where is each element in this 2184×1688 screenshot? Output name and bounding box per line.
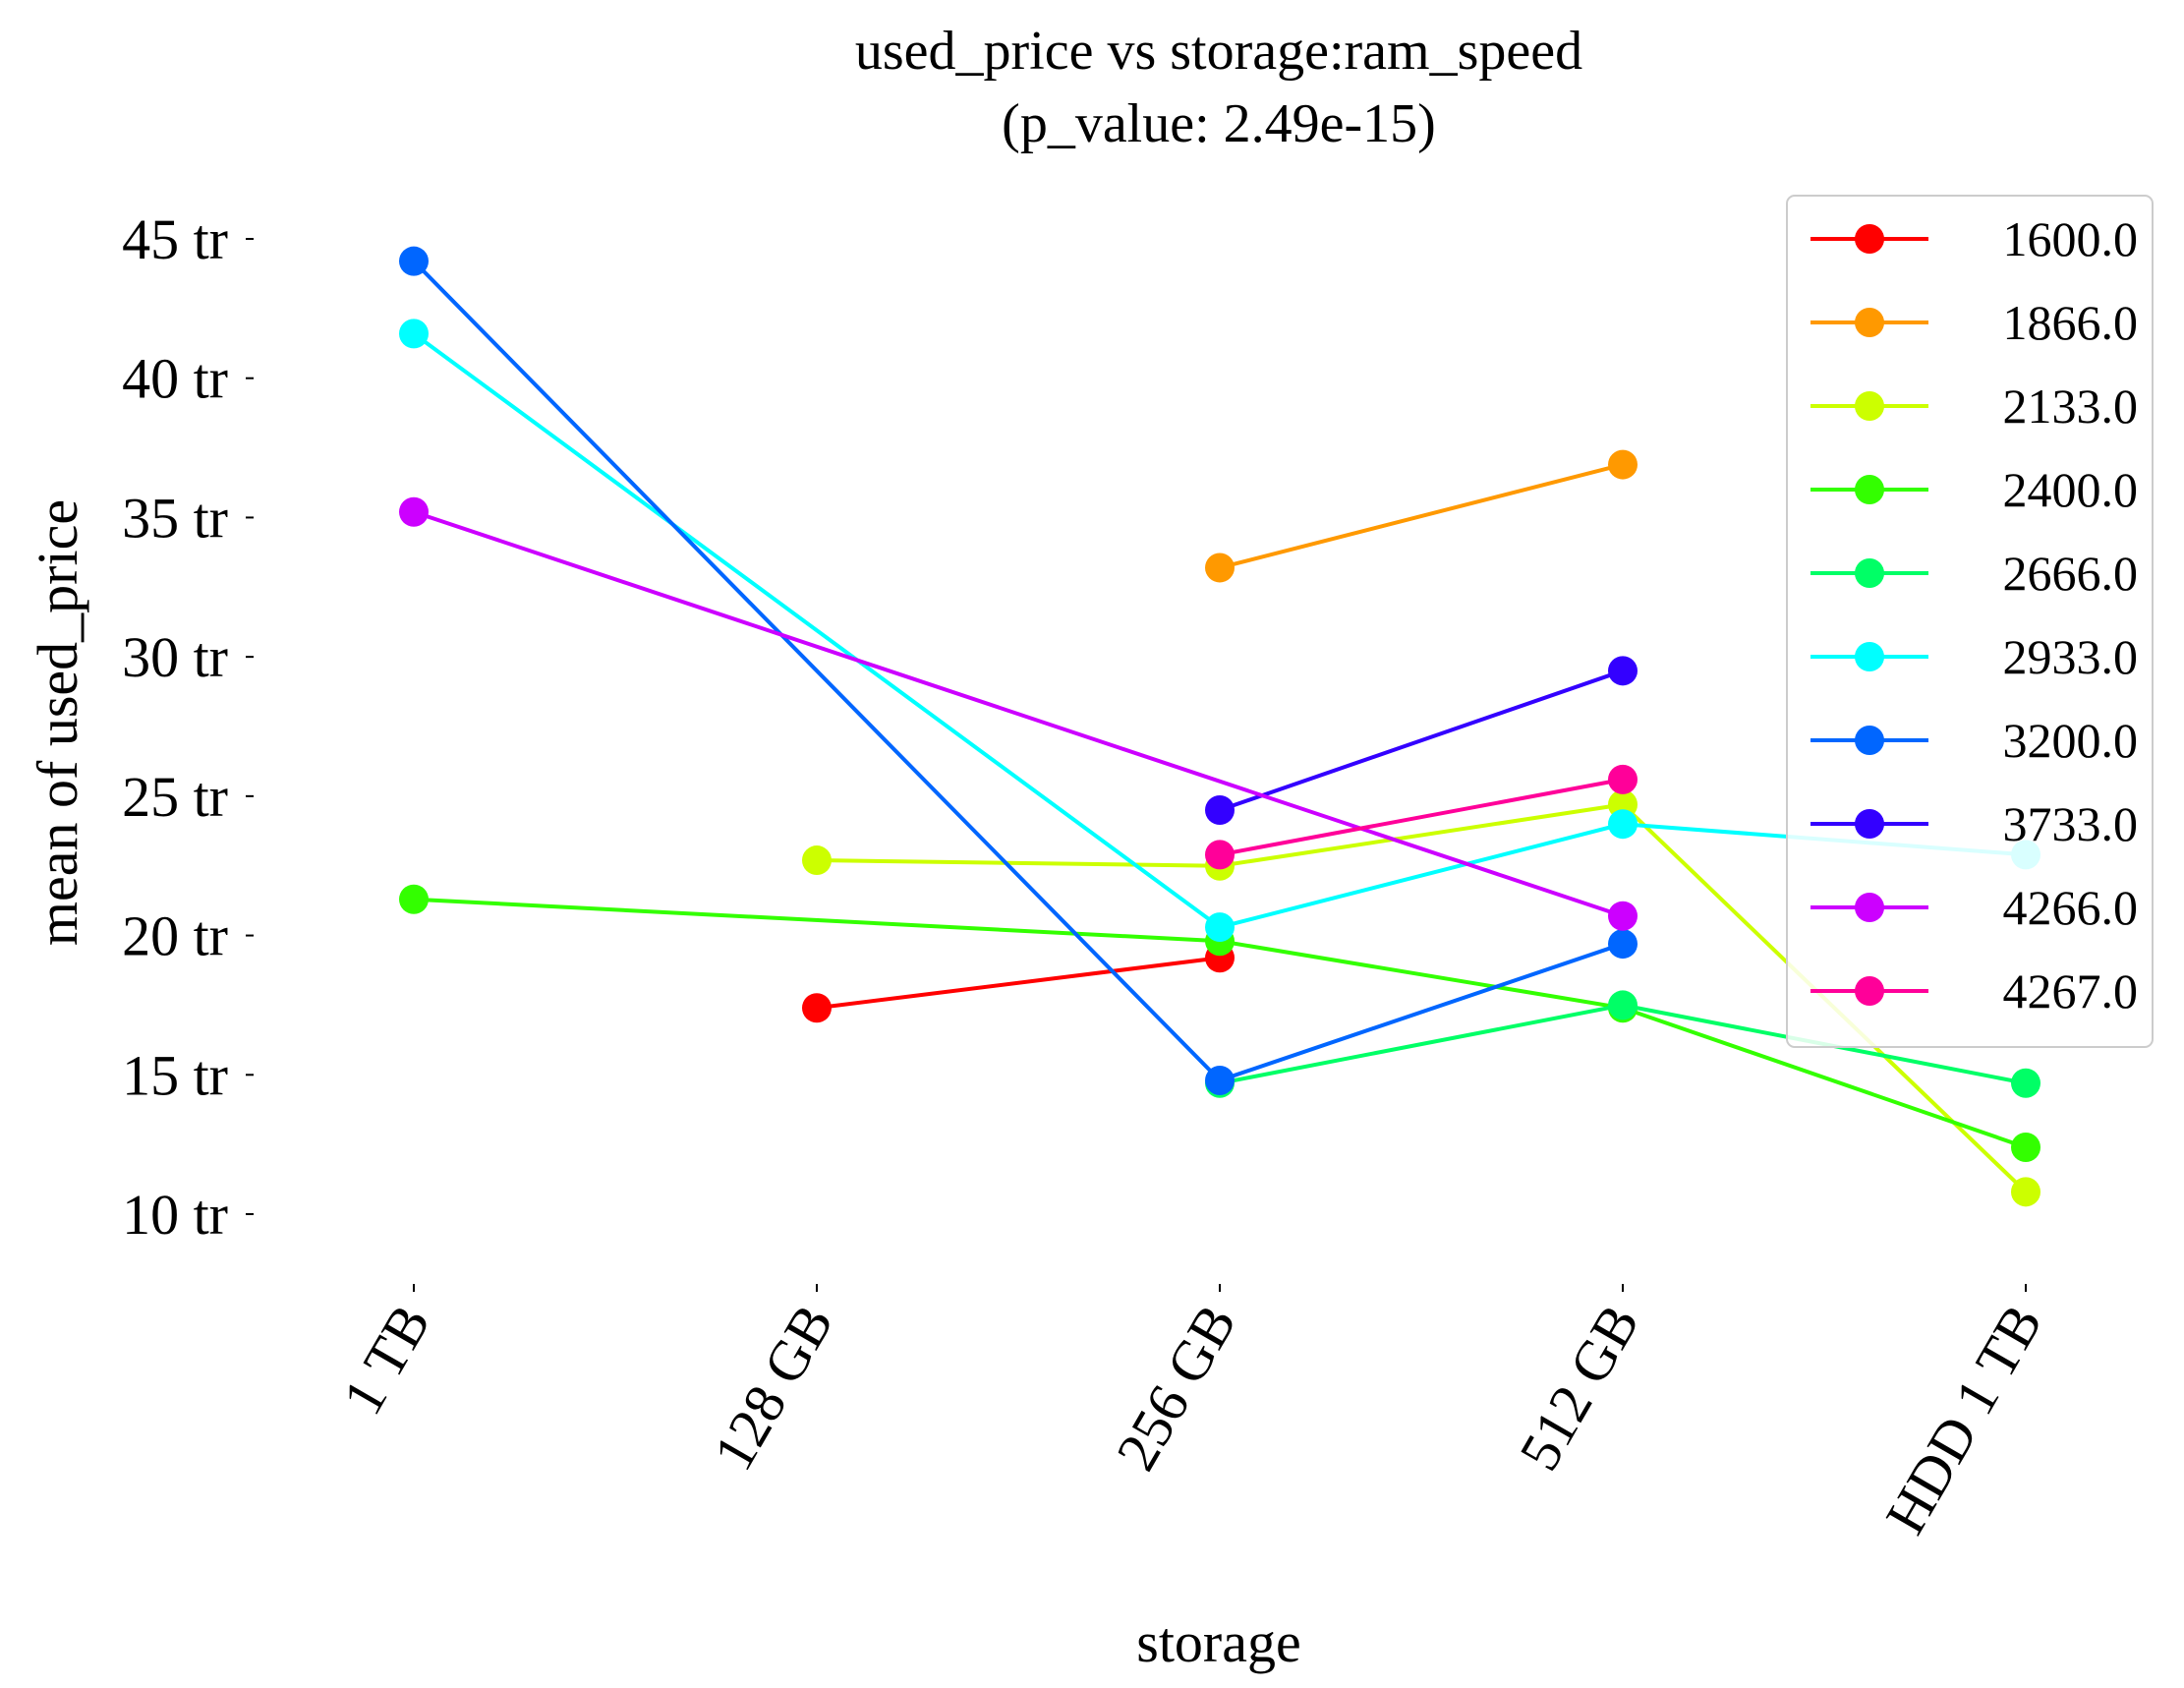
legend-marker <box>1855 976 1884 1006</box>
data-point <box>1608 809 1638 840</box>
legend-label: 4266.0 <box>2003 880 2139 935</box>
series-line <box>1219 669 1624 812</box>
legend-item: 3733.0 <box>1810 796 2138 851</box>
legend-marker <box>1855 893 1884 922</box>
data-point <box>399 496 429 527</box>
legend-item: 2933.0 <box>1810 629 2138 684</box>
data-point <box>2011 1132 2040 1162</box>
data-point <box>802 845 832 876</box>
data-point <box>399 246 429 276</box>
series-4267.0 <box>1205 764 1638 870</box>
data-point <box>399 884 429 914</box>
data-point <box>802 993 832 1023</box>
data-point <box>1205 795 1235 826</box>
data-point <box>1205 553 1235 583</box>
x-axis-label: storage <box>1136 1610 1301 1674</box>
series-line <box>413 509 1624 918</box>
y-axis: 10 tr 15 tr 20 tr 25 tr 30 tr 35 tr 40 tr 45 tr <box>122 207 254 1247</box>
legend-label: 2133.0 <box>2003 378 2139 434</box>
legend-marker <box>1855 308 1884 337</box>
legend-item: 4266.0 <box>1810 880 2138 935</box>
legend-label: 1600.0 <box>2003 211 2139 266</box>
series-3733.0 <box>1205 656 1638 826</box>
legend-label: 2933.0 <box>2003 629 2139 684</box>
x-tick-label: 128 GB <box>701 1294 845 1481</box>
legend: 1600.0 1866.0 2133.0 2400.0 2666.0 2933.0 3200… <box>1786 195 2154 1048</box>
x-tick-label: 1 TB <box>330 1294 443 1425</box>
y-tick-label: 10 tr <box>122 1183 228 1247</box>
data-point <box>1205 840 1235 870</box>
series-line <box>1219 462 1624 570</box>
legend-label: 2666.0 <box>2003 546 2139 601</box>
legend-marker <box>1855 642 1884 671</box>
legend-label: 3733.0 <box>2003 796 2139 851</box>
legend-marker <box>1855 224 1884 254</box>
series-3200.0 <box>399 246 1638 1095</box>
legend-item: 2666.0 <box>1810 546 2138 601</box>
y-tick-label: 40 tr <box>122 347 228 411</box>
series-1600.0 <box>802 943 1235 1023</box>
y-tick-label: 15 tr <box>122 1043 228 1107</box>
legend-item: 4267.0 <box>1810 963 2138 1019</box>
legend-marker <box>1855 475 1884 504</box>
x-tick-label: 256 GB <box>1104 1294 1248 1481</box>
series-line <box>412 331 2027 930</box>
y-axis-label: mean of used_price <box>26 499 89 946</box>
legend-item: 2400.0 <box>1810 462 2138 517</box>
data-point <box>1608 449 1638 480</box>
series-1866.0 <box>1205 449 1638 583</box>
y-tick-label: 45 tr <box>122 207 228 271</box>
data-point <box>1608 929 1638 960</box>
chart-subtitle: (p_value: 2.49e-15) <box>1002 93 1436 154</box>
data-point <box>1608 901 1638 931</box>
y-tick-label: 30 tr <box>122 625 228 689</box>
legend-item: 2133.0 <box>1810 378 2138 434</box>
legend-item: 1600.0 <box>1810 211 2138 266</box>
legend-item: 3200.0 <box>1810 713 2138 768</box>
legend-marker <box>1855 809 1884 839</box>
legend-label: 3200.0 <box>2003 713 2139 768</box>
series-line <box>412 260 1624 1083</box>
x-tick-label: HDD 1 TB <box>1873 1294 2055 1544</box>
data-point <box>1205 1065 1235 1095</box>
x-tick-label: 512 GB <box>1507 1294 1651 1481</box>
x-axis: 1 TB 128 GB 256 GB 512 GB HDD 1 TB <box>330 1284 2055 1544</box>
y-tick-label: 35 tr <box>122 486 228 550</box>
legend-label: 1866.0 <box>2003 295 2139 350</box>
data-point <box>2011 1068 2040 1098</box>
data-point <box>1608 764 1638 794</box>
data-point <box>399 319 429 349</box>
y-tick-label: 20 tr <box>122 904 228 968</box>
legend-item: 1866.0 <box>1810 295 2138 350</box>
plot-area <box>399 246 2040 1207</box>
data-point <box>1608 656 1638 686</box>
data-point <box>1205 912 1235 943</box>
series-line <box>413 897 2027 1149</box>
series-4266.0 <box>399 496 1638 931</box>
series-line <box>1219 777 1624 857</box>
legend-label: 2400.0 <box>2003 462 2139 517</box>
legend-label: 4267.0 <box>2003 963 2139 1019</box>
legend-marker <box>1855 391 1884 421</box>
y-tick-label: 25 tr <box>122 765 228 829</box>
data-point <box>2011 1177 2040 1207</box>
legend-marker <box>1855 726 1884 755</box>
series-line <box>816 956 1221 1011</box>
legend-marker <box>1855 558 1884 588</box>
data-point <box>1608 990 1638 1020</box>
chart-title: used_price vs storage:ram_speed <box>855 21 1582 82</box>
